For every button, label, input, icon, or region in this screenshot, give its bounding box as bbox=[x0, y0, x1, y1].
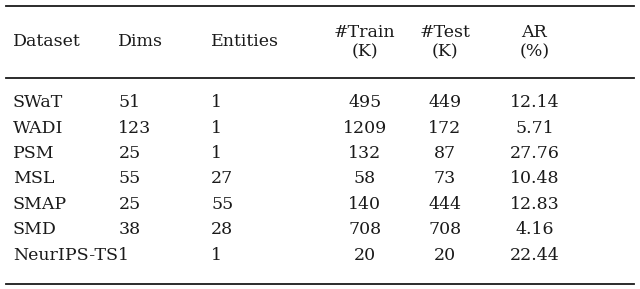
Text: SWaT: SWaT bbox=[13, 94, 63, 111]
Text: 449: 449 bbox=[428, 94, 461, 111]
Text: 12.83: 12.83 bbox=[509, 196, 559, 213]
Text: 5.71: 5.71 bbox=[515, 120, 554, 136]
Text: 123: 123 bbox=[118, 120, 152, 136]
Text: 10.48: 10.48 bbox=[509, 171, 559, 187]
Text: 58: 58 bbox=[354, 171, 376, 187]
Text: 495: 495 bbox=[348, 94, 381, 111]
Text: 1: 1 bbox=[211, 247, 222, 264]
Text: 55: 55 bbox=[211, 196, 234, 213]
Text: 1: 1 bbox=[211, 145, 222, 162]
Text: Entities: Entities bbox=[211, 34, 279, 50]
Text: 25: 25 bbox=[118, 196, 141, 213]
Text: 1: 1 bbox=[211, 120, 222, 136]
Text: 132: 132 bbox=[348, 145, 381, 162]
Text: 87: 87 bbox=[434, 145, 456, 162]
Text: 28: 28 bbox=[211, 221, 234, 238]
Text: #Test
(K): #Test (K) bbox=[419, 24, 470, 60]
Text: SMD: SMD bbox=[13, 221, 57, 238]
Text: 708: 708 bbox=[348, 221, 381, 238]
Text: 4.16: 4.16 bbox=[515, 221, 554, 238]
Text: 140: 140 bbox=[348, 196, 381, 213]
Text: MSL: MSL bbox=[13, 171, 54, 187]
Text: PSM: PSM bbox=[13, 145, 54, 162]
Text: 73: 73 bbox=[434, 171, 456, 187]
Text: Dataset: Dataset bbox=[13, 34, 81, 50]
Text: 12.14: 12.14 bbox=[509, 94, 559, 111]
Text: Dims: Dims bbox=[118, 34, 163, 50]
Text: 20: 20 bbox=[434, 247, 456, 264]
Text: SMAP: SMAP bbox=[13, 196, 67, 213]
Text: 38: 38 bbox=[118, 221, 141, 238]
Text: 1: 1 bbox=[118, 247, 129, 264]
Text: 172: 172 bbox=[428, 120, 461, 136]
Text: NeurIPS-TS: NeurIPS-TS bbox=[13, 247, 118, 264]
Text: WADI: WADI bbox=[13, 120, 63, 136]
Text: 55: 55 bbox=[118, 171, 141, 187]
Text: 20: 20 bbox=[354, 247, 376, 264]
Text: 25: 25 bbox=[118, 145, 141, 162]
Text: AR
(%): AR (%) bbox=[519, 24, 550, 60]
Text: 27.76: 27.76 bbox=[509, 145, 559, 162]
Text: 22.44: 22.44 bbox=[509, 247, 559, 264]
Text: 444: 444 bbox=[428, 196, 461, 213]
Text: 708: 708 bbox=[428, 221, 461, 238]
Text: #Train
(K): #Train (K) bbox=[334, 24, 396, 60]
Text: 51: 51 bbox=[118, 94, 141, 111]
Text: 1209: 1209 bbox=[342, 120, 387, 136]
Text: 27: 27 bbox=[211, 171, 234, 187]
Text: 1: 1 bbox=[211, 94, 222, 111]
